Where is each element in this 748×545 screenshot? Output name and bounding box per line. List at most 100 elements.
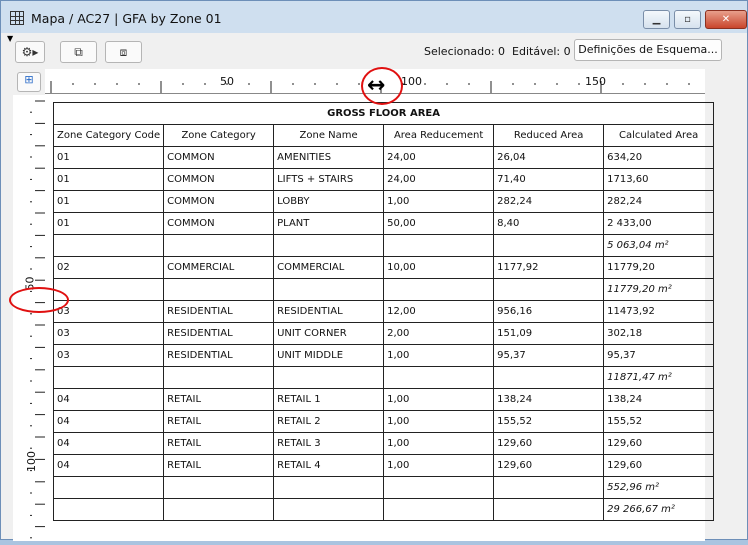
table-cell: 129,60 — [603, 454, 715, 477]
column-header: Zone Name — [273, 124, 385, 147]
ruler-orientation-button[interactable]: ⊞ — [17, 72, 41, 92]
table-cell — [52, 498, 165, 521]
table-cell: 04 — [52, 410, 165, 433]
table-row: 03 RESIDENTIAL RESIDENTIAL 12,00 956,16 11473… — [52, 300, 715, 323]
subtotal-row: 11779,20 m² — [52, 278, 715, 301]
table-cell: RESIDENTIAL — [163, 300, 275, 323]
table-cell: COMMERCIAL — [273, 256, 385, 279]
maximize-button[interactable]: ▫ — [674, 10, 701, 29]
table-cell: RETAIL 1 — [273, 388, 385, 411]
table-cell: 01 — [52, 168, 165, 191]
table-cell: UNIT MIDDLE — [273, 344, 385, 367]
table-cell: RETAIL — [163, 432, 275, 455]
subtotal-row: 5 063,04 m² — [52, 234, 715, 257]
column-header: Area Reducement — [383, 124, 495, 147]
table-cell: 01 — [52, 190, 165, 213]
table-cell: 03 — [52, 322, 165, 345]
table-cell: 1,00 — [383, 344, 495, 367]
subtotal-row: 29 266,67 m² — [52, 498, 715, 521]
table-cell: 8,40 — [493, 212, 605, 235]
gfa-table: GROSS FLOOR AREA Zone Category Code Zone … — [52, 102, 715, 521]
table-cell — [493, 234, 605, 257]
column-header: Zone Category — [163, 124, 275, 147]
table-cell — [383, 366, 495, 389]
table-row: 01 COMMON LOBBY 1,00 282,24 282,24 — [52, 190, 715, 213]
table-cell: 04 — [52, 432, 165, 455]
table-cell: 04 — [52, 388, 165, 411]
table-row: 04 RETAIL RETAIL 4 1,00 129,60 129,60 — [52, 454, 715, 477]
select-elements-button[interactable]: ⧈ — [105, 41, 142, 63]
dropdown-arrow-icon[interactable]: ▼ — [7, 34, 14, 43]
table-cell — [163, 366, 275, 389]
table-cell: 129,60 — [493, 454, 605, 477]
table-cell: RETAIL 4 — [273, 454, 385, 477]
table-cell — [163, 234, 275, 257]
select-frame-button[interactable]: ⧉ — [60, 41, 97, 63]
table-cell: 956,16 — [493, 300, 605, 323]
subtotal-row: 11871,47 m² — [52, 366, 715, 389]
table-cell: 1713,60 — [603, 168, 715, 191]
table-cell: RETAIL — [163, 454, 275, 477]
table-cell — [52, 366, 165, 389]
table-cell — [493, 366, 605, 389]
table-cell — [383, 278, 495, 301]
table-cell: 95,37 — [493, 344, 605, 367]
table-cell: 5 063,04 m² — [603, 234, 715, 257]
table-row: 04 RETAIL RETAIL 1 1,00 138,24 138,24 — [52, 388, 715, 411]
table-cell — [383, 234, 495, 257]
table-cell — [273, 366, 385, 389]
table-cell: 04 — [52, 454, 165, 477]
table-cell: 12,00 — [383, 300, 495, 323]
table-cell — [493, 278, 605, 301]
table-cell: 129,60 — [493, 432, 605, 455]
table-cell: 01 — [52, 212, 165, 235]
table-cell: AMENITIES — [273, 146, 385, 169]
close-button[interactable]: ✕ — [705, 10, 747, 29]
ruler-label: 50 — [220, 75, 234, 88]
table-cell — [383, 476, 495, 499]
table-cell: 24,00 — [383, 168, 495, 191]
table-cell: 1,00 — [383, 432, 495, 455]
table-cell: RETAIL — [163, 388, 275, 411]
schema-settings-button[interactable]: Definições de Esquema... — [574, 39, 722, 61]
table-cell: RETAIL 2 — [273, 410, 385, 433]
table-cell: UNIT CORNER — [273, 322, 385, 345]
table-row: 03 RESIDENTIAL UNIT MIDDLE 1,00 95,37 95,37 — [52, 344, 715, 367]
table-cell: 11779,20 — [603, 256, 715, 279]
vertical-ruler: 50 100 — [13, 95, 45, 541]
highlight-circle — [361, 67, 403, 105]
table-cell: RESIDENTIAL — [273, 300, 385, 323]
table-cell: 151,09 — [493, 322, 605, 345]
column-header: Calculated Area — [603, 124, 715, 147]
table-cell — [273, 278, 385, 301]
table-cell: 282,24 — [493, 190, 605, 213]
table-cell: 2 433,00 — [603, 212, 715, 235]
highlight-circle — [9, 287, 69, 313]
table-cell: 1,00 — [383, 454, 495, 477]
table-cell: COMMERCIAL — [163, 256, 275, 279]
table-title: GROSS FLOOR AREA — [52, 102, 715, 125]
table-cell: 155,52 — [603, 410, 715, 433]
table-cell: 282,24 — [603, 190, 715, 213]
table-cell: 24,00 — [383, 146, 495, 169]
table-cell: 2,00 — [383, 322, 495, 345]
table-cell: 1,00 — [383, 190, 495, 213]
table-cell: 03 — [52, 344, 165, 367]
table-cell — [273, 498, 385, 521]
ruler-label: 100 — [401, 75, 422, 88]
table-cell — [273, 234, 385, 257]
table-row: 01 COMMON AMENITIES 24,00 26,04 634,20 — [52, 146, 715, 169]
table-cell: COMMON — [163, 168, 275, 191]
table-cell: PLANT — [273, 212, 385, 235]
table-cell: LOBBY — [273, 190, 385, 213]
table-cell: RESIDENTIAL — [163, 322, 275, 345]
table-cell: RETAIL 3 — [273, 432, 385, 455]
minimize-button[interactable]: ▁ — [643, 10, 670, 29]
table-cell: 634,20 — [603, 146, 715, 169]
table-cell: 50,00 — [383, 212, 495, 235]
settings-button[interactable]: ⚙▸ — [15, 41, 45, 63]
table-icon — [10, 11, 24, 25]
elements-select-icon: ⧈ — [119, 45, 128, 59]
table-cell: 02 — [52, 256, 165, 279]
table-cell: RETAIL — [163, 410, 275, 433]
